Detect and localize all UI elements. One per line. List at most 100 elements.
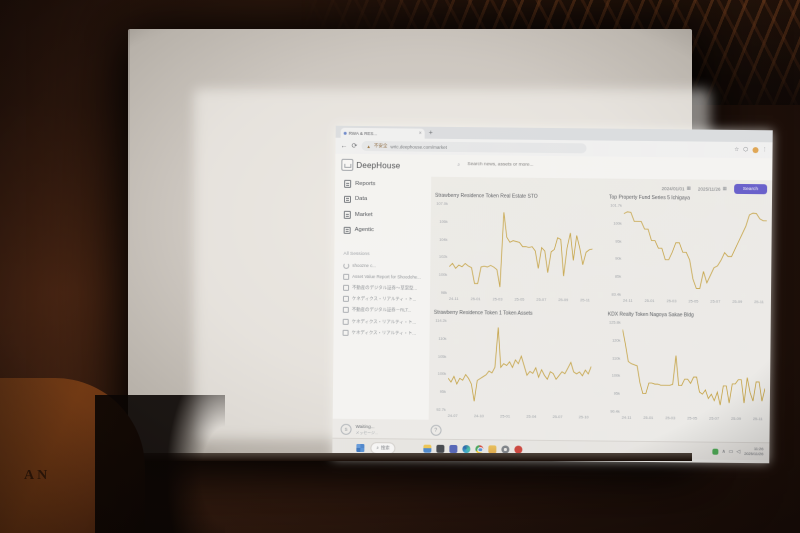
projector-screen: RWA & RES... × + ← ⟳ ▲ 不安全 wrtc.deephous… (128, 29, 773, 464)
spinner-icon (343, 262, 350, 269)
sidebar-item-data[interactable]: Data (335, 191, 431, 208)
browser-profile-avatar[interactable] (751, 147, 759, 154)
chart-title: Strawberry Residence Token 1 Token Asset… (433, 309, 533, 317)
chart-line-plot (623, 203, 767, 298)
session-item-label: shoozne c... (352, 262, 377, 269)
chart-top-property-fund: Top Property Fund Series 5 Ichigaya 101.7… (606, 195, 767, 305)
chat-icon (342, 295, 349, 303)
toolbar-right: ☆ ⬡ ⋮ (734, 147, 767, 153)
date-filter-row: 2024/01/01 ▦ 2025/11/26 ▦ Search (662, 183, 768, 195)
deephouse-logo-icon (341, 158, 354, 171)
tray-app-icon[interactable] (711, 448, 718, 455)
sessions-list: shoozne c... Asset Value Report for Shood… (334, 260, 431, 339)
sidebar: Reports Data Market Agentic All Sessions sh… (332, 175, 432, 420)
help-button[interactable]: ? (430, 424, 442, 436)
chart-y-axis: 114.2k 110k 105k 100k 95k 92.7k (435, 317, 447, 412)
session-item-label: 不動産のデジタル証券－RLT... (351, 307, 412, 313)
app-search-input[interactable] (465, 161, 620, 170)
chart-line-plot (448, 318, 592, 413)
settings-icon[interactable] (501, 444, 510, 454)
chat-avatar: S (340, 423, 352, 435)
taskbar-apps (423, 444, 523, 454)
chat-icon (342, 329, 349, 336)
file-explorer-icon[interactable] (423, 444, 432, 453)
not-secure-icon: ▲ (366, 143, 371, 149)
folder-icon[interactable] (488, 444, 497, 453)
tab-close-icon[interactable]: × (418, 130, 422, 137)
taskbar-search[interactable]: ⌕ 搜索 (370, 441, 396, 454)
chart-line-plot (449, 201, 593, 296)
extensions-icon[interactable]: ⬡ (743, 146, 749, 154)
taskbar-clock[interactable]: 11:26 2025/11/26 (744, 446, 764, 457)
tab-title: RWA & RES... (348, 130, 378, 136)
data-icon (343, 195, 352, 203)
chart-kdx-realty: KDX Realty Token Nagoya Sakae Bldg 125.8k… (605, 312, 766, 422)
chart-strawberry-token-assets: Strawberry Residence Token 1 Token Asset… (431, 310, 592, 420)
sidebar-item-label: Agentic (354, 227, 375, 234)
clock-date: 2025/11/26 (744, 450, 764, 456)
date-to-field[interactable]: 2025/11/26 ▦ (698, 186, 727, 192)
sidebar-item-label: Data (354, 196, 368, 203)
chart-x-axis: 24-11 25-01 25-03 25-05 25-07 25-09 25-11 (621, 414, 763, 422)
address-bar[interactable]: ▲ 不安全 wrtc.deephouse.com/market (361, 140, 587, 154)
chat-icon (342, 307, 349, 314)
projected-desktop: RWA & RES... × + ← ⟳ ▲ 不安全 wrtc.deephous… (332, 125, 773, 464)
chart-title: Top Property Fund Series 5 Ichigaya (608, 194, 690, 202)
chart-title: KDX Realty Token Nagoya Sakae Bldg (607, 311, 694, 319)
reports-icon (344, 179, 352, 188)
tray-icon[interactable]: ▭ (728, 448, 734, 455)
podium-text: AN (24, 468, 51, 483)
search-button[interactable]: Search (733, 183, 768, 195)
chat-status: Waiting... (355, 423, 375, 429)
chart-x-axis: 24-07 24-10 25-01 25-04 25-07 25-10 (447, 412, 589, 420)
tray-icon[interactable]: ◁ (736, 448, 741, 455)
chrome-icon[interactable] (475, 444, 484, 453)
chart-y-axis: 107.0k 106k 104k 102k 100k 98k (436, 200, 448, 295)
podium-shadow (95, 395, 225, 533)
brand: DeepHouse (341, 158, 400, 172)
session-item-label: 不動産のデジタル証券～草案型... (352, 284, 418, 291)
dark-app-icon[interactable] (436, 444, 445, 453)
date-to-value: 2025/11/26 (697, 186, 721, 192)
system-tray: ∧ ▭ ◁ 11:26 2025/11/26 (711, 446, 764, 457)
chat-icon (342, 318, 349, 325)
chart-y-axis: 125.8k 120k 110k 100k 95k 90.4k (609, 319, 621, 414)
date-from-field[interactable]: 2024/01/01 ▦ (662, 185, 691, 191)
taskbar-search-icon: ⌕ (376, 445, 379, 451)
edge-icon[interactable] (462, 444, 471, 453)
browser-menu-icon[interactable]: ⋮ (761, 147, 768, 154)
tray-icon[interactable]: ∧ (721, 448, 726, 455)
chart-y-axis: 101.7k 100k 95k 90k 85k 83.4k (610, 202, 622, 297)
sidebar-item-reports[interactable]: Reports (335, 176, 431, 193)
chat-texts: Waiting... メッセージ... (356, 423, 379, 435)
bookmark-star-icon[interactable]: ☆ (734, 146, 740, 153)
start-button-icon[interactable] (356, 443, 365, 452)
session-item[interactable]: ケネディクス・リアルティ・ト... (334, 327, 430, 339)
chart-line-plot (622, 320, 766, 415)
agentic-icon (343, 226, 351, 234)
market-icon (343, 210, 351, 219)
session-item-label: ケネディクス・リアルティ・ト... (351, 318, 417, 325)
new-tab-button[interactable]: + (428, 129, 433, 137)
calendar-icon: ▦ (686, 185, 691, 191)
search-icon: ⌕ (457, 161, 461, 169)
sidebar-item-label: Market (354, 211, 373, 218)
chat-icon (343, 284, 350, 291)
charts-grid: Strawberry Residence Token Real Estate S… (431, 193, 767, 421)
refresh-icon[interactable]: ⟳ (351, 142, 358, 150)
taskbar-search-label: 搜索 (380, 444, 390, 450)
session-item-label: ケネディクス・リアルティ・ト... (351, 296, 417, 302)
chat-icon (343, 273, 350, 280)
url-text: wrtc.deephouse.com/market (390, 143, 447, 150)
date-from-value: 2024/01/01 (661, 185, 685, 191)
session-item-label: ケネディクス・リアルティ・ト... (351, 329, 417, 336)
chat-message-hint[interactable]: メッセージ... (355, 429, 379, 435)
sidebar-item-market[interactable]: Market (335, 207, 431, 224)
back-icon[interactable]: ← (340, 142, 348, 150)
tab-favicon (343, 131, 347, 135)
teams-icon[interactable] (449, 444, 458, 453)
chart-strawberry-sto: Strawberry Residence Token Real Estate S… (432, 193, 593, 303)
netease-icon[interactable] (514, 445, 523, 454)
calendar-icon: ▦ (722, 185, 727, 191)
sidebar-item-agentic[interactable]: Agentic (335, 222, 431, 239)
